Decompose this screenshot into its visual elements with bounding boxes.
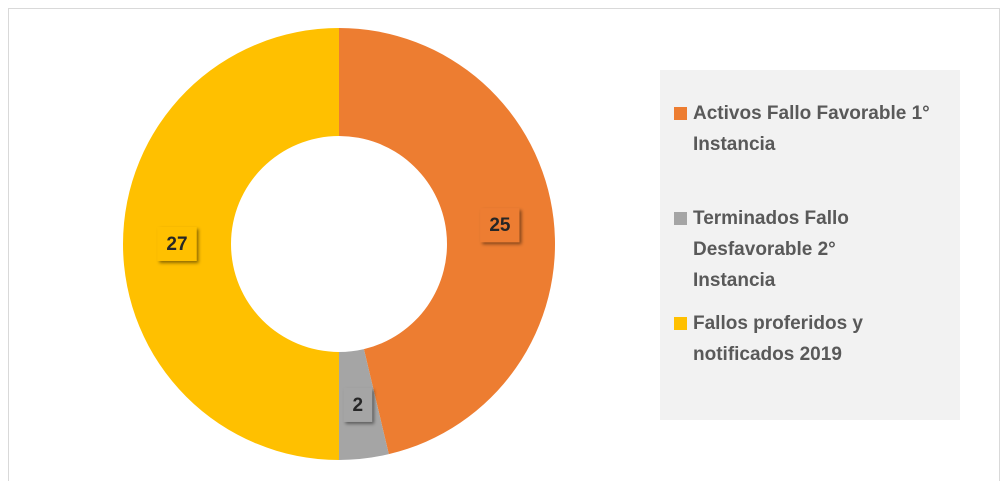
legend-label: Activos Fallo Favorable 1° Instancia: [693, 103, 930, 155]
data-label-box: [157, 227, 197, 261]
legend-item: Fallos proferidos y notificados 2019: [674, 308, 954, 370]
legend: Activos Fallo Favorable 1° Instancia Term…: [660, 70, 960, 420]
legend-label: Terminados Fallo Desfavorable 2° Instanc…: [693, 208, 849, 291]
data-label-text: 2: [353, 395, 364, 416]
data-label-text: 27: [166, 234, 187, 255]
data-label-box: [343, 387, 373, 422]
data-label: 2: [343, 387, 373, 422]
donut-segment: [123, 28, 339, 460]
legend-swatch: [674, 107, 687, 120]
donut-segment: [339, 28, 555, 455]
data-label: 25: [480, 208, 520, 243]
data-label: 27: [157, 227, 197, 261]
legend-swatch: [674, 317, 687, 330]
legend-item: Terminados Fallo Desfavorable 2° Instanc…: [674, 203, 954, 296]
data-label-box: [480, 208, 520, 243]
legend-item: Activos Fallo Favorable 1° Instancia: [674, 98, 954, 160]
data-label-text: 25: [489, 215, 511, 236]
chart-frame: [8, 8, 1000, 481]
legend-label: Fallos proferidos y notificados 2019: [693, 313, 863, 365]
legend-swatch: [674, 212, 687, 225]
